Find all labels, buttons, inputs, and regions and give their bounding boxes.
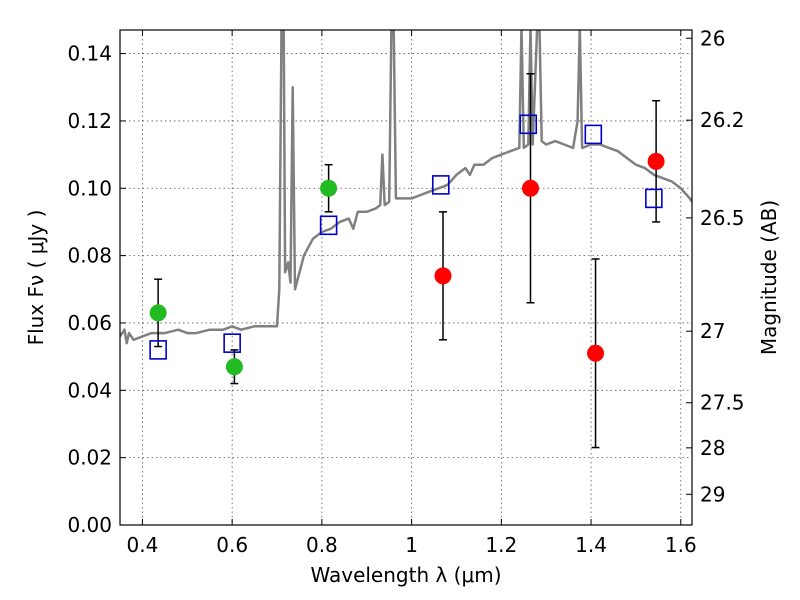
y2-tick-label: 26: [700, 26, 725, 50]
model-square-point: [149, 340, 167, 360]
model-square-point: [319, 215, 338, 236]
x-tick-label: 1.6: [665, 533, 697, 557]
model-square-point: [431, 175, 450, 195]
x-tick-label: 0.6: [216, 533, 248, 557]
x-tick-label: 0.8: [306, 533, 338, 557]
ticks: 0.4 0.6 0.8 1 1.2 1.4 1.6 0.00 0.02 0.04 0.06 0.08 0…: [67, 26, 744, 557]
y-axis-label: Flux Fν ( μJy ): [24, 210, 48, 346]
red-data-point: [434, 267, 452, 285]
y-tick-label: 0.08: [67, 244, 112, 268]
x-tick-label: 0.4: [127, 533, 159, 557]
model-square-point: [519, 114, 538, 135]
y2-tick-label: 28: [700, 436, 725, 460]
x-tick-label: 1.4: [575, 533, 607, 557]
y2-axis-label: Magnitude (AB): [757, 200, 781, 355]
red-data-point: [521, 179, 539, 197]
y-tick-label: 0.10: [67, 176, 112, 200]
model-square-point: [584, 124, 603, 145]
y2-tick-label: 26.5: [700, 206, 745, 230]
spectrum-line: [120, 30, 692, 345]
y2-tick-label: 27: [700, 319, 725, 343]
model-square-point: [223, 333, 241, 353]
red-data-point: [587, 344, 605, 362]
x-tick-label: 1: [405, 533, 418, 557]
red-data-point: [647, 152, 665, 170]
y-tick-label: 0.14: [67, 42, 112, 66]
y-tick-label: 0.00: [67, 513, 112, 537]
plot-frame: [119, 29, 693, 526]
y2-tick-label: 26.2: [700, 108, 745, 132]
green-data-point: [320, 179, 338, 197]
plot-content: [120, 30, 692, 449]
y-tick-label: 0.02: [67, 446, 112, 470]
y-tick-label: 0.06: [67, 311, 112, 335]
green-data-point: [149, 304, 167, 322]
model-square-point: [645, 188, 663, 209]
y-tick-label: 0.12: [67, 109, 112, 133]
y2-tick-label: 27.5: [700, 391, 745, 415]
grid-lines: [120, 30, 692, 526]
green-data-point: [225, 358, 243, 376]
x-tick-label: 1.2: [485, 533, 517, 557]
y-tick-label: 0.04: [67, 378, 112, 402]
plot-area: [120, 30, 692, 449]
x-axis-label: Wavelength λ (μm): [310, 563, 501, 587]
y2-tick-label: 29: [700, 482, 725, 506]
